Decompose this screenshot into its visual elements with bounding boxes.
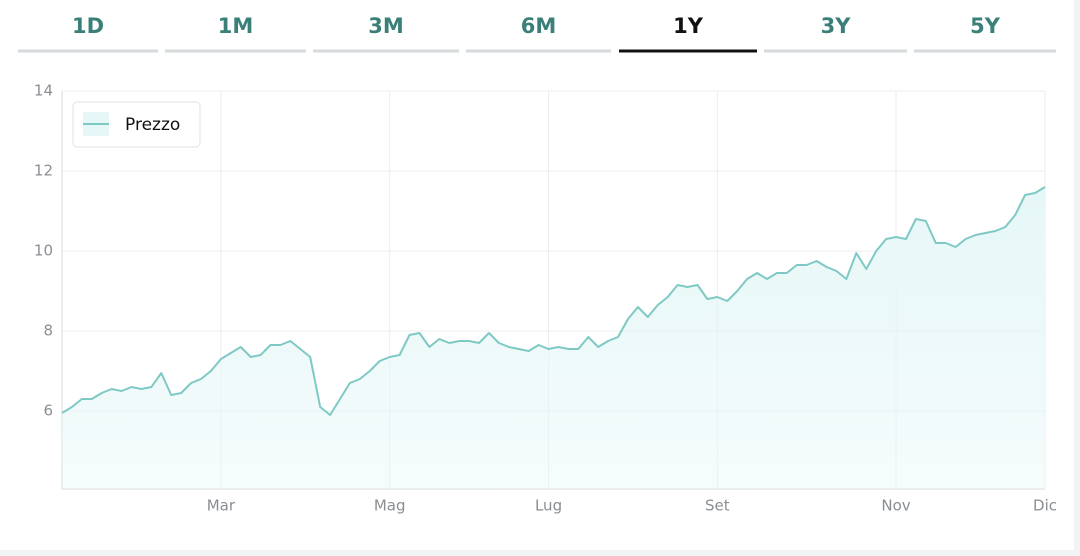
legend-label: Prezzo bbox=[125, 115, 180, 135]
x-tick-label: Mag bbox=[374, 497, 406, 515]
price-line bbox=[61, 186, 1046, 416]
x-tick-label: Dic bbox=[1033, 497, 1057, 515]
area bbox=[62, 187, 1045, 489]
tab-label: 3M bbox=[368, 14, 404, 38]
tab-label: 3Y bbox=[821, 14, 852, 38]
tab-label: 1D bbox=[72, 14, 104, 38]
tab-label: 6M bbox=[521, 14, 557, 38]
y-tick-label: 6 bbox=[43, 402, 53, 420]
tab-label: 5Y bbox=[970, 14, 1001, 38]
tab-label: 1M bbox=[218, 14, 254, 38]
x-tick-label: Lug bbox=[535, 497, 562, 515]
x-tick-label: Mar bbox=[207, 497, 236, 515]
y-tick-label: 12 bbox=[34, 162, 53, 180]
x-tick-label: Set bbox=[705, 497, 730, 515]
y-tick-label: 8 bbox=[43, 322, 53, 340]
y-tick-label: 10 bbox=[34, 242, 53, 260]
tab-label: 1Y bbox=[673, 14, 704, 38]
x-tick-label: Nov bbox=[881, 497, 910, 515]
y-tick-label: 14 bbox=[34, 82, 53, 100]
